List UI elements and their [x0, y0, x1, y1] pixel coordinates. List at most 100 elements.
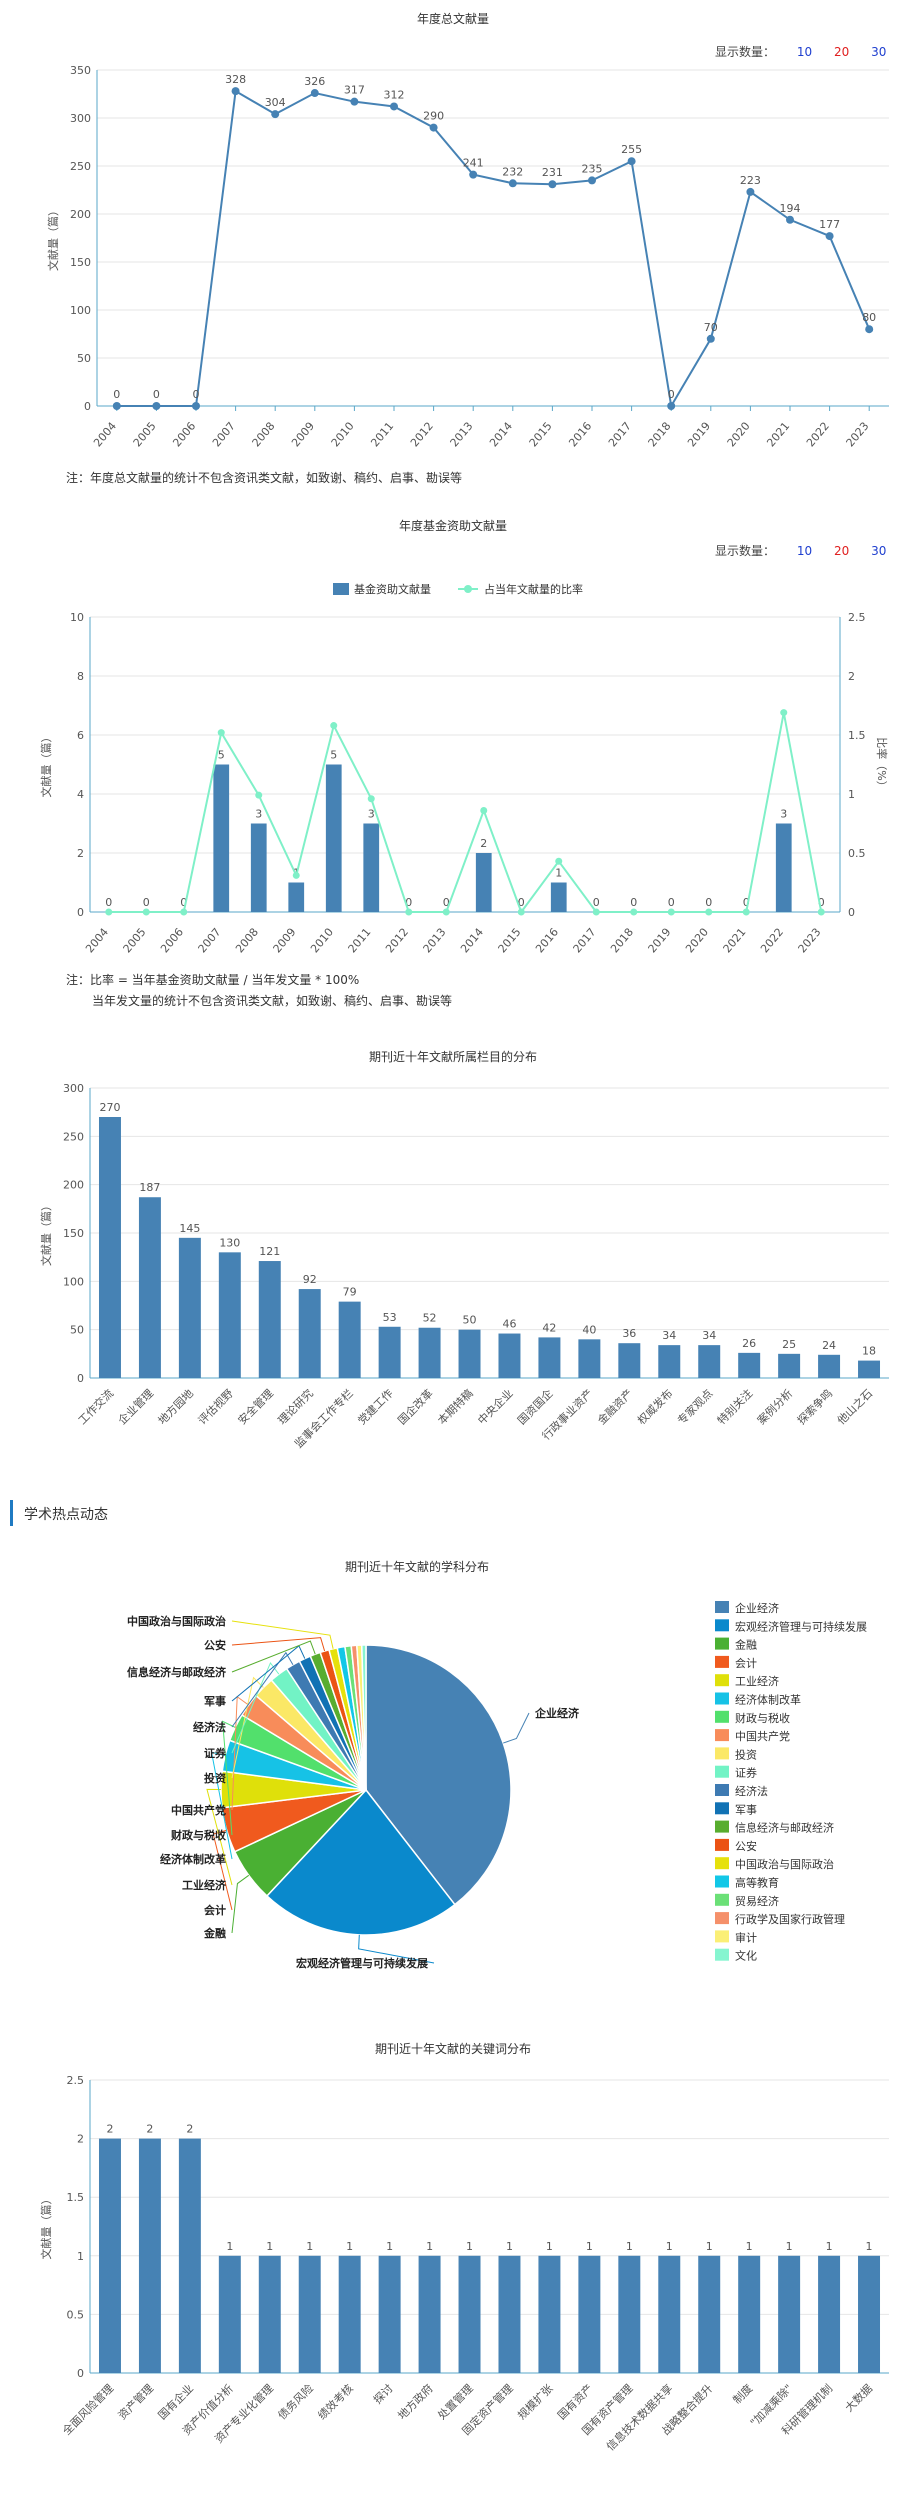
- bar: [338, 1301, 361, 1378]
- bar: [458, 2255, 481, 2373]
- bar: [98, 1117, 121, 1378]
- x-tick-label: 2007: [196, 926, 224, 956]
- x-tick-label: 2021: [764, 420, 792, 450]
- ratio-point: [105, 908, 113, 916]
- y-tick-label: 2: [77, 847, 84, 860]
- bar: [698, 2255, 721, 2373]
- x-tick-label: 绩效考核: [315, 2381, 356, 2422]
- count-option-10[interactable]: 10: [796, 544, 813, 558]
- data-label: 326: [304, 75, 325, 88]
- count-option-10[interactable]: 10: [796, 45, 813, 59]
- legend-label: 军事: [735, 1803, 757, 1816]
- bar: [138, 1197, 161, 1378]
- x-tick-label: 2004: [91, 420, 119, 450]
- x-tick-label: 2009: [289, 420, 317, 450]
- bar: [458, 1329, 481, 1378]
- display-count-label: 显示数量：: [715, 544, 776, 558]
- data-label: 1: [466, 2240, 473, 2253]
- data-point: [152, 402, 161, 410]
- fund-note-line1: 注：比率 = 当年基金资助文献量 / 当年发文量 * 100%: [66, 973, 360, 987]
- data-label: 270: [99, 1101, 120, 1114]
- pie-label-leader: [358, 1934, 435, 1964]
- chart-title: 期刊近十年文献的关键词分布: [375, 2041, 531, 2056]
- display-count-label: 显示数量：: [715, 45, 776, 59]
- legend-label: 证券: [735, 1766, 757, 1780]
- bar: [218, 1252, 241, 1378]
- bar: [258, 2255, 281, 2373]
- legend-label: 会计: [735, 1657, 757, 1670]
- display-count-control-2: 显示数量： 10 20 30: [715, 542, 886, 559]
- legend-line-marker: [464, 585, 472, 593]
- pie-label-leader: [231, 1637, 326, 1652]
- legend-swatch: [715, 1619, 729, 1632]
- y-tick-label: 2: [77, 2133, 84, 2146]
- y-axis-label: 文献量（篇）: [39, 1200, 53, 1266]
- ratio-point: [555, 857, 563, 865]
- legend-swatch: [715, 1930, 729, 1943]
- data-label: 1: [426, 2240, 433, 2253]
- bar: [775, 823, 792, 912]
- x-tick-label: 2016: [566, 420, 594, 450]
- x-tick-label: 探索争鸣: [794, 1386, 835, 1427]
- y-tick-label: 1.5: [67, 2191, 85, 2204]
- data-label: 1: [746, 2240, 753, 2253]
- data-point: [350, 97, 359, 106]
- data-label: 2: [146, 2123, 153, 2136]
- bar: [818, 2255, 841, 2373]
- series-line: [116, 89, 871, 409]
- data-label: 0: [105, 896, 112, 909]
- data-label: 121: [259, 1245, 280, 1258]
- pie-label: 中国政治与国际政治: [127, 1614, 226, 1628]
- bar: [138, 2138, 161, 2373]
- data-label: 40: [582, 1323, 596, 1336]
- bar: [618, 1343, 641, 1378]
- bar: [550, 882, 567, 912]
- x-tick-label: 国有资产: [554, 2381, 595, 2422]
- data-label: 241: [463, 157, 484, 170]
- ratio-point: [255, 791, 263, 799]
- ratio-point: [330, 722, 338, 730]
- data-label: 52: [423, 1312, 437, 1325]
- legend-swatch: [715, 1765, 729, 1778]
- pie-label: 投资: [204, 1771, 226, 1785]
- data-label: 231: [542, 166, 563, 179]
- x-tick-label: 企业管理: [115, 1386, 156, 1427]
- ratio-point: [217, 729, 225, 737]
- display-count-control-1: 显示数量： 10 20 30: [715, 43, 886, 60]
- x-tick-label: 2014: [458, 926, 486, 956]
- data-point: [390, 102, 398, 111]
- legend-label: 高等教育: [735, 1876, 779, 1890]
- x-tick-label: 2012: [408, 420, 436, 450]
- x-tick-label: 2007: [210, 420, 238, 450]
- bar: [778, 1353, 801, 1378]
- x-tick-label: 本期特稿: [435, 1386, 476, 1427]
- count-option-30[interactable]: 30: [871, 544, 887, 558]
- count-option-20[interactable]: 20: [833, 45, 850, 59]
- x-tick-label: 2020: [683, 926, 711, 956]
- x-tick-label: 2017: [606, 420, 634, 450]
- data-point: [706, 334, 715, 343]
- bar: [418, 1327, 441, 1378]
- bar: [738, 2255, 761, 2373]
- bar: [325, 764, 342, 912]
- pie-label-leader: [503, 1712, 530, 1744]
- bar: [218, 2255, 241, 2373]
- pie-label: 工业经济: [182, 1878, 227, 1892]
- y-tick-label: 200: [63, 1179, 84, 1192]
- data-label: 1: [226, 2240, 233, 2253]
- data-point: [469, 170, 478, 179]
- y2-axis-label: 比率（%）: [875, 737, 889, 791]
- y-tick-label: 200: [70, 208, 91, 221]
- data-label: 1: [786, 2240, 793, 2253]
- y-tick-label: 0: [77, 1372, 84, 1385]
- x-tick-label: 规模扩张: [515, 2381, 556, 2422]
- y-tick-label: 50: [70, 1324, 84, 1337]
- data-label: 0: [405, 896, 412, 909]
- x-tick-label: 权威发布: [634, 1386, 675, 1427]
- count-option-30[interactable]: 30: [871, 45, 887, 59]
- legend-label: 经济法: [735, 1784, 768, 1798]
- bar: [538, 2255, 561, 2373]
- count-option-20[interactable]: 20: [833, 544, 850, 558]
- bar: [475, 853, 492, 912]
